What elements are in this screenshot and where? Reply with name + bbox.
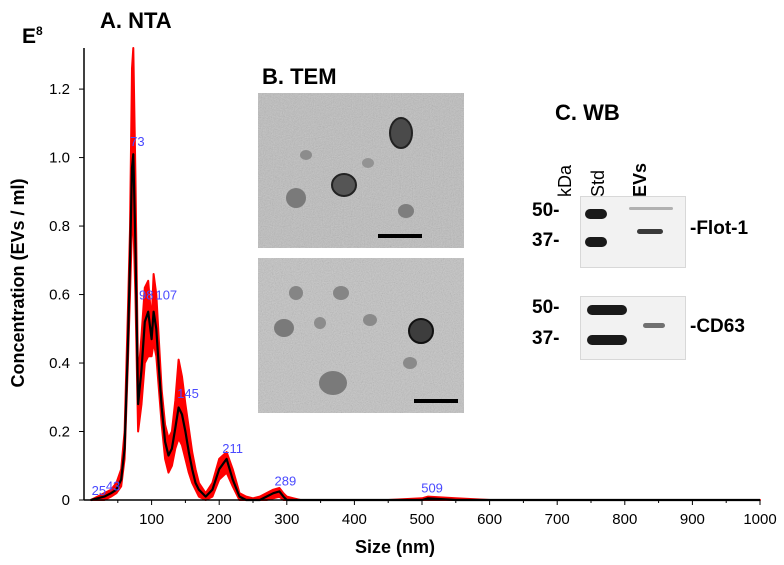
peak-label: 145 — [177, 386, 199, 401]
peak-label: 509 — [421, 480, 443, 495]
y-tick-label: 0.4 — [49, 355, 70, 372]
x-axis-label: Size (nm) — [355, 537, 435, 557]
x-tick-label: 100 — [139, 511, 164, 528]
tem-image-bottom — [258, 258, 464, 413]
y-exponent-label: E8 — [22, 24, 43, 48]
x-tick-label: 900 — [680, 511, 705, 528]
x-tick-label: 500 — [409, 511, 434, 528]
cd63-marker-50: 50- — [532, 297, 560, 318]
peak-label: 289 — [275, 473, 297, 488]
peak-label: 211 — [222, 441, 243, 456]
wb-column-kda: kDa — [555, 164, 575, 197]
tem-title: B. TEM — [262, 64, 337, 89]
y-tick-label: 0.2 — [49, 424, 70, 441]
peak-label: 73 — [130, 134, 144, 149]
y-tick-label: 1.2 — [49, 81, 70, 98]
flot1-marker-50: 50- — [532, 200, 560, 221]
evs-band — [637, 229, 663, 234]
flot1-label: -Flot-1 — [690, 218, 749, 239]
x-tick-label: 700 — [545, 511, 570, 528]
peak-label: 43 — [106, 479, 120, 494]
y-tick-label: 1.0 — [49, 150, 70, 167]
std-band-37 — [585, 237, 607, 247]
tem-image-top — [258, 93, 464, 248]
peak-label: 25 — [92, 483, 106, 498]
wb-column-std: Std — [588, 169, 608, 197]
wb-title: C. WB — [555, 100, 620, 125]
cd63-label: -CD63 — [690, 316, 745, 337]
std-band-37 — [587, 335, 627, 345]
y-axis-label: Concentration (EVs / ml) — [8, 178, 28, 387]
flot1-marker-37: 37- — [532, 230, 560, 251]
vesicle-particles — [274, 286, 434, 395]
std-band-50 — [587, 305, 627, 315]
x-tick-label: 400 — [342, 511, 367, 528]
x-tick-label: 1000 — [743, 511, 776, 528]
scale-bar — [414, 399, 458, 403]
x-tick-label: 200 — [207, 511, 232, 528]
flot1-blot — [580, 196, 686, 268]
cd63-marker-37: 37- — [532, 328, 560, 349]
nta-title: A. NTA — [100, 8, 172, 33]
vesicle-particles — [286, 117, 414, 218]
x-tick-label: 800 — [612, 511, 637, 528]
x-tick-label: 600 — [477, 511, 502, 528]
x-tick-label: 300 — [274, 511, 299, 528]
evs-smear — [629, 207, 673, 210]
y-tick-label: 0.8 — [49, 218, 70, 235]
y-tick-label: 0 — [62, 492, 70, 509]
peak-label: 98 — [139, 288, 153, 303]
wb-column-evs: EVs — [630, 162, 650, 197]
scale-bar — [378, 234, 422, 238]
peak-label: 107 — [155, 288, 177, 303]
y-tick-label: 0.6 — [49, 287, 70, 304]
std-band-50 — [585, 209, 607, 219]
evs-band — [643, 323, 665, 328]
cd63-blot — [580, 296, 686, 360]
